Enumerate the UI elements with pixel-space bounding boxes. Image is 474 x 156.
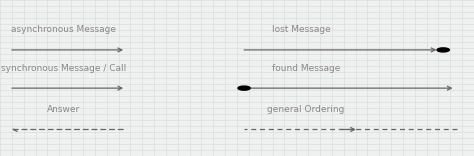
Text: lost Message: lost Message	[272, 25, 330, 34]
Text: synchronous Message / Call: synchronous Message / Call	[1, 63, 127, 73]
Text: found Message: found Message	[272, 63, 340, 73]
Circle shape	[437, 48, 449, 52]
Circle shape	[238, 86, 250, 90]
Text: asynchronous Message: asynchronous Message	[11, 25, 117, 34]
Text: Answer: Answer	[47, 105, 81, 114]
Text: general Ordering: general Ordering	[267, 105, 345, 114]
